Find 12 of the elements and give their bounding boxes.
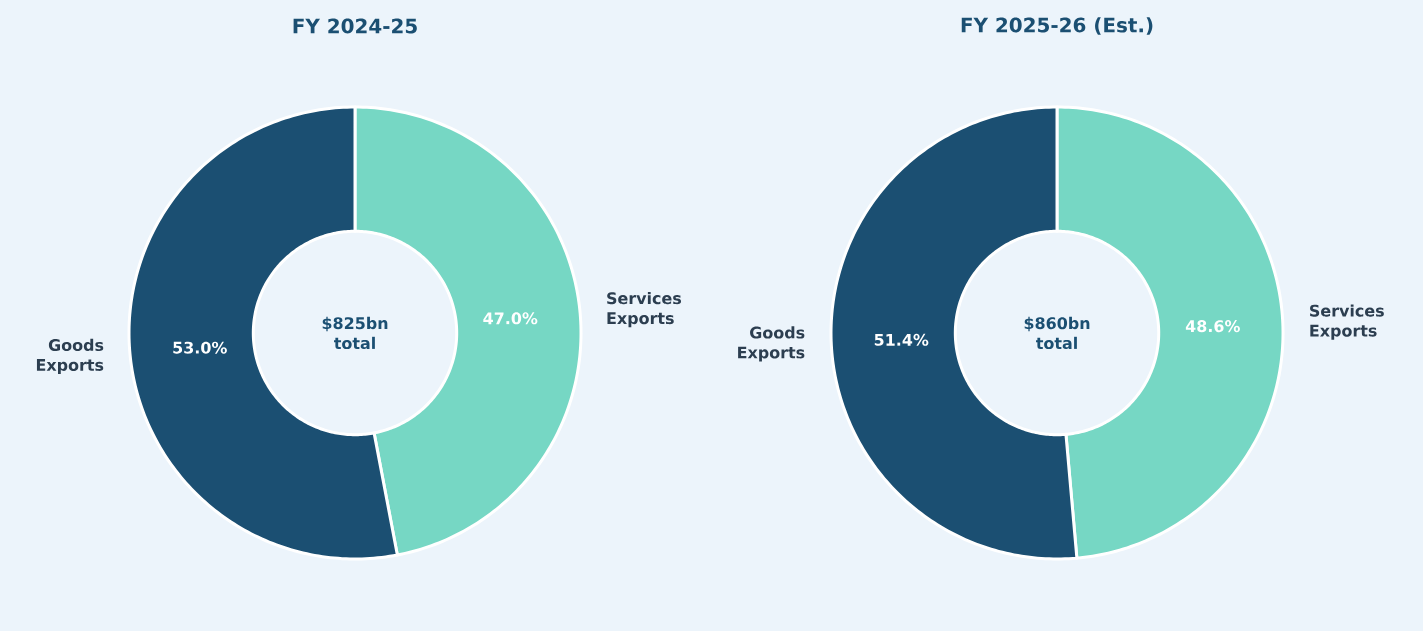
slice-label: Services Exports [607, 291, 682, 328]
text: $825bn total [322, 316, 388, 350]
data-label: 47.0% [483, 312, 538, 325]
data-label: 51.4% [874, 333, 929, 346]
chart-title: FY 2024-25 [293, 18, 417, 34]
data-label: 53.0% [173, 341, 227, 354]
data-label: 48.6% [1185, 320, 1240, 333]
slice-label: Services Exports [1310, 304, 1384, 340]
text: $860bn total [1024, 316, 1090, 350]
chart-title: FY 2025-26 (Est.) [961, 17, 1153, 35]
slice-label: Goods Exports [738, 326, 805, 362]
slice-label: Goods Exports [36, 338, 104, 375]
